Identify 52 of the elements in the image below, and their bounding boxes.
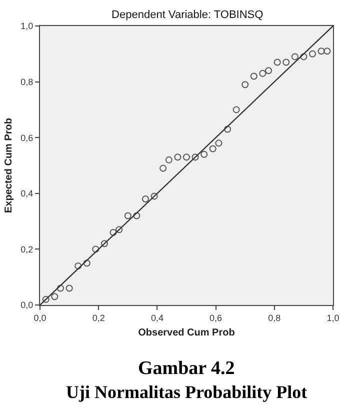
point <box>224 126 232 133</box>
point <box>282 58 290 66</box>
point <box>200 150 208 158</box>
y-tick-label: 0,2 <box>20 244 34 254</box>
point <box>250 72 258 80</box>
point <box>274 58 281 66</box>
point <box>74 262 82 270</box>
point <box>300 53 308 60</box>
y-axis-title: Expected Cum Prob <box>4 118 15 214</box>
point <box>165 156 172 164</box>
point <box>51 293 58 300</box>
x-tick-label: 0,8 <box>268 312 281 323</box>
y-tick-label: 0,6 <box>20 132 34 143</box>
point <box>192 154 199 161</box>
point <box>57 284 64 292</box>
point <box>83 260 90 267</box>
point <box>160 164 167 172</box>
y-tick-label: 0,8 <box>20 76 34 87</box>
y-tick-label: 0,0 <box>20 300 34 310</box>
point <box>66 284 73 292</box>
text: Gambar 4.2 <box>138 358 235 379</box>
x-tick-label: 0,6 <box>210 312 222 323</box>
point <box>150 192 158 200</box>
y-tick-label: 1,0 <box>20 21 34 32</box>
point <box>232 106 240 114</box>
point <box>92 246 100 253</box>
point <box>209 145 216 152</box>
x-tick-label: 0,4 <box>150 312 164 323</box>
point <box>110 228 117 236</box>
point <box>42 296 50 303</box>
point <box>174 154 182 161</box>
point <box>242 81 249 88</box>
point <box>215 140 222 147</box>
point <box>324 48 331 55</box>
point <box>259 70 266 77</box>
point <box>265 67 272 74</box>
point <box>133 212 140 220</box>
point <box>291 53 298 60</box>
point <box>100 240 108 248</box>
point <box>308 50 316 58</box>
text: Uji Normalitas Probability Plot <box>66 382 308 402</box>
point <box>142 195 149 202</box>
point <box>183 154 190 161</box>
x-tick-label: 0,0 <box>34 312 46 323</box>
point <box>116 226 123 234</box>
point <box>124 212 132 220</box>
x-axis-title: Observed Cum Prob <box>138 327 235 338</box>
point <box>318 48 325 55</box>
y-tick-label: 0,4 <box>20 188 34 199</box>
chart-title: Dependent Variable: TOBINSQ <box>112 8 264 21</box>
x-tick-label: 1,0 <box>326 312 340 323</box>
x-tick-label: 0,2 <box>92 312 105 323</box>
